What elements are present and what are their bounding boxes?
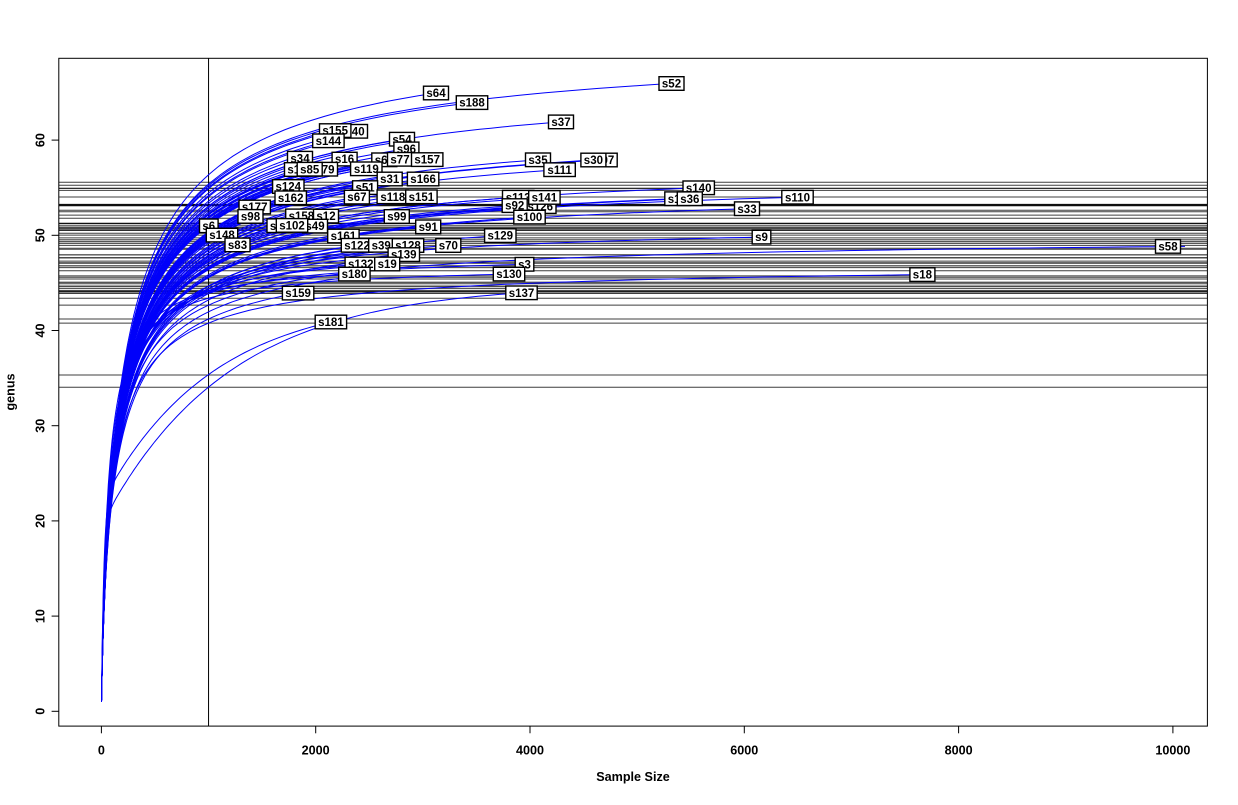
svg-text:s33: s33 <box>737 204 756 216</box>
svg-text:s102: s102 <box>279 221 305 233</box>
svg-text:0: 0 <box>34 708 48 715</box>
svg-text:s64: s64 <box>426 88 446 100</box>
svg-text:s67: s67 <box>347 192 366 204</box>
svg-text:genus: genus <box>4 373 18 410</box>
svg-text:s31: s31 <box>380 174 400 186</box>
svg-text:s144: s144 <box>316 136 342 148</box>
svg-text:6000: 6000 <box>730 744 758 758</box>
svg-text:s137: s137 <box>509 288 535 300</box>
svg-text:s30: s30 <box>584 155 603 167</box>
svg-text:s19: s19 <box>378 259 397 271</box>
svg-text:50: 50 <box>34 228 48 242</box>
svg-text:s159: s159 <box>285 288 311 300</box>
svg-text:s129: s129 <box>488 231 514 243</box>
svg-text:s122: s122 <box>344 240 370 252</box>
svg-text:40: 40 <box>34 323 48 337</box>
svg-text:4000: 4000 <box>516 744 544 758</box>
svg-text:0: 0 <box>98 744 105 758</box>
svg-text:10: 10 <box>34 609 48 623</box>
svg-text:s85: s85 <box>300 164 320 176</box>
svg-text:Sample Size: Sample Size <box>596 770 670 784</box>
svg-text:s37: s37 <box>551 117 570 129</box>
svg-text:s70: s70 <box>439 241 458 253</box>
svg-text:2000: 2000 <box>302 744 330 758</box>
svg-text:s130: s130 <box>496 269 522 281</box>
svg-text:s181: s181 <box>318 317 344 329</box>
svg-text:s77: s77 <box>390 154 409 166</box>
svg-text:s188: s188 <box>459 98 485 110</box>
svg-text:s52: s52 <box>662 79 681 91</box>
svg-text:s141: s141 <box>532 193 558 205</box>
svg-text:10000: 10000 <box>1155 744 1190 758</box>
svg-text:s99: s99 <box>387 212 406 224</box>
svg-text:s58: s58 <box>1158 242 1178 254</box>
svg-text:s9: s9 <box>755 232 768 244</box>
svg-text:s100: s100 <box>517 212 543 224</box>
svg-text:s162: s162 <box>278 193 304 205</box>
svg-text:s91: s91 <box>419 222 439 234</box>
svg-text:s151: s151 <box>409 192 435 204</box>
svg-text:s118: s118 <box>380 192 406 204</box>
svg-text:8000: 8000 <box>945 744 973 758</box>
svg-text:s36: s36 <box>680 194 699 206</box>
svg-text:s16: s16 <box>335 154 354 166</box>
svg-text:s83: s83 <box>228 240 247 252</box>
svg-text:s110: s110 <box>785 192 810 204</box>
svg-text:20: 20 <box>34 514 48 528</box>
svg-text:s166: s166 <box>410 174 436 186</box>
svg-text:60: 60 <box>34 133 48 147</box>
svg-text:s157: s157 <box>414 155 440 167</box>
svg-text:s18: s18 <box>913 270 933 282</box>
svg-text:s119: s119 <box>354 164 379 176</box>
svg-text:s180: s180 <box>342 269 368 281</box>
svg-text:s98: s98 <box>241 212 261 224</box>
svg-text:s39: s39 <box>372 240 391 252</box>
svg-text:s49: s49 <box>305 221 324 233</box>
svg-text:s111: s111 <box>547 165 572 177</box>
svg-text:30: 30 <box>34 419 48 433</box>
